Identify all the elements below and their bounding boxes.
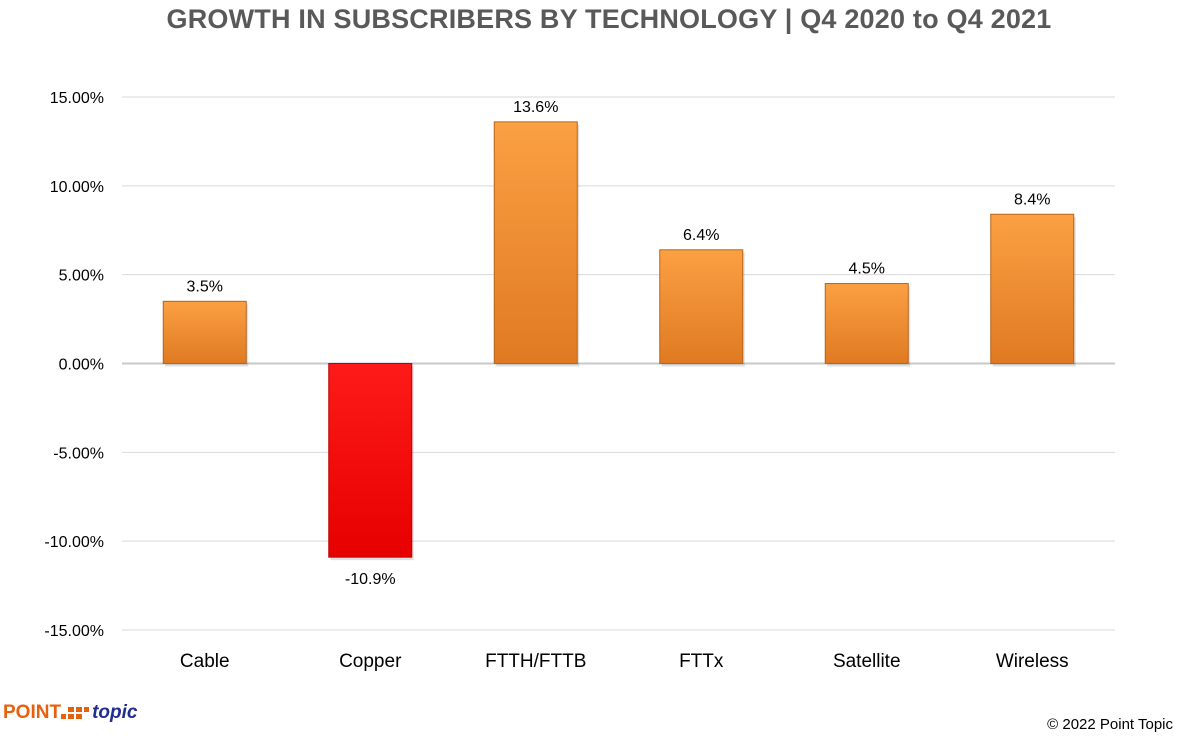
bar-ftthfttb bbox=[493, 121, 578, 364]
x-tick-label: FTTx bbox=[679, 651, 724, 672]
data-label: -10.9% bbox=[345, 571, 396, 588]
data-label: 13.6% bbox=[513, 99, 558, 116]
logo-point-text: POINT bbox=[3, 702, 62, 723]
bar-cable bbox=[162, 300, 247, 365]
x-tick-label: FTTH/FTTB bbox=[485, 651, 586, 672]
data-label: 3.5% bbox=[187, 278, 223, 295]
x-tick-label: Satellite bbox=[833, 651, 901, 672]
data-label: 4.5% bbox=[849, 261, 885, 278]
y-tick-label: -5.00% bbox=[53, 445, 104, 462]
y-tick-label: 5.00% bbox=[59, 268, 104, 285]
bar-copper bbox=[328, 363, 413, 558]
bar-satellite bbox=[824, 283, 909, 364]
logo-squares-icon bbox=[61, 707, 90, 719]
y-tick-label: 15.00% bbox=[50, 90, 104, 107]
data-label: 8.4% bbox=[1014, 191, 1050, 208]
logo-topic-text: topic bbox=[92, 702, 138, 723]
point-topic-logo: POINT topic bbox=[3, 702, 137, 724]
y-tick-label: -10.00% bbox=[44, 534, 104, 551]
y-tick-label: -15.00% bbox=[44, 623, 104, 640]
y-tick-label: 0.00% bbox=[59, 357, 104, 374]
chart-title: GROWTH IN SUBSCRIBERS BY TECHNOLOGY | Q4… bbox=[166, 4, 1052, 34]
x-tick-label: Copper bbox=[339, 651, 402, 672]
x-tick-label: Cable bbox=[180, 651, 230, 672]
data-label: 6.4% bbox=[683, 227, 719, 244]
bar-fttx bbox=[659, 249, 744, 364]
copyright: © 2022 Point Topic bbox=[1047, 716, 1173, 733]
y-tick-label: 10.00% bbox=[50, 179, 104, 196]
x-tick-label: Wireless bbox=[996, 651, 1069, 672]
bar-wireless bbox=[990, 213, 1075, 364]
